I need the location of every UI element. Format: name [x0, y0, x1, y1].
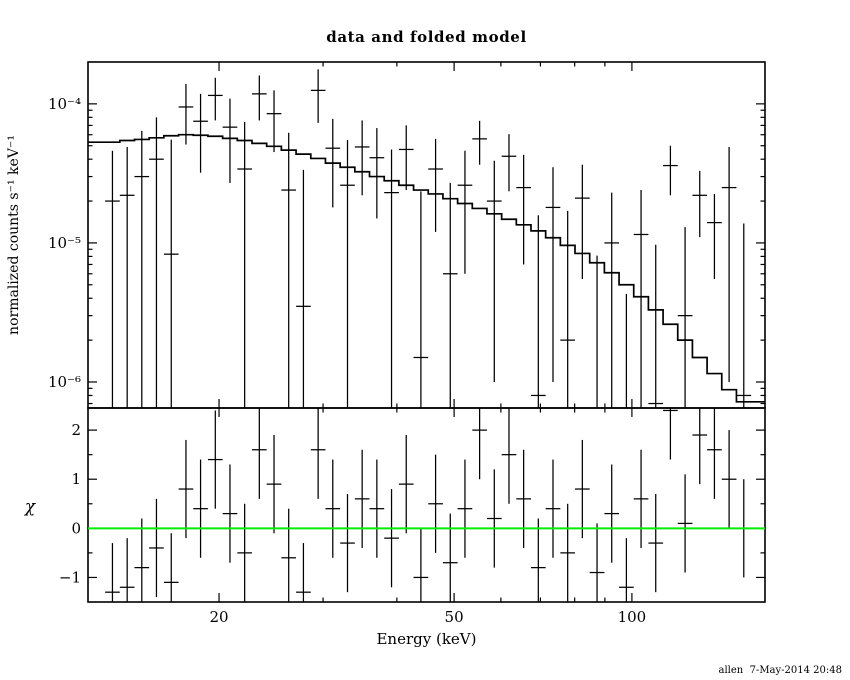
y-axis-label-chi: χ [24, 497, 36, 517]
x-axis-label: Energy (keV) [376, 630, 477, 648]
axis-ticks [88, 62, 765, 602]
y-bottom-tick-label: 0 [71, 519, 81, 537]
x-tick-label: 50 [445, 608, 464, 626]
y-top-tick-label: 10⁻⁶ [48, 373, 81, 391]
y-bottom-tick-label: −1 [59, 568, 81, 586]
y-top-tick-label: 10⁻⁴ [48, 95, 81, 113]
timestamp: allen 7-May-2014 20:48 [718, 665, 843, 676]
spectrum-data-points [105, 69, 752, 408]
y-axis-label-counts: normalized counts s⁻¹ keV⁻¹ [6, 135, 22, 335]
y-bottom-tick-label: 2 [71, 421, 81, 439]
plot-frame [87, 61, 766, 603]
plot-title: data and folded model [326, 28, 527, 46]
tick-labels: 20 50 100 10⁻⁶ 10⁻⁵ 10⁻⁴ −1 0 1 2 [48, 95, 646, 626]
residual-data-points [105, 408, 752, 602]
x-tick-label: 20 [209, 608, 228, 626]
model-step-line [88, 133, 765, 403]
x-tick-label: 100 [618, 608, 647, 626]
y-bottom-tick-label: 1 [71, 470, 81, 488]
y-top-tick-label: 10⁻⁵ [48, 234, 81, 252]
